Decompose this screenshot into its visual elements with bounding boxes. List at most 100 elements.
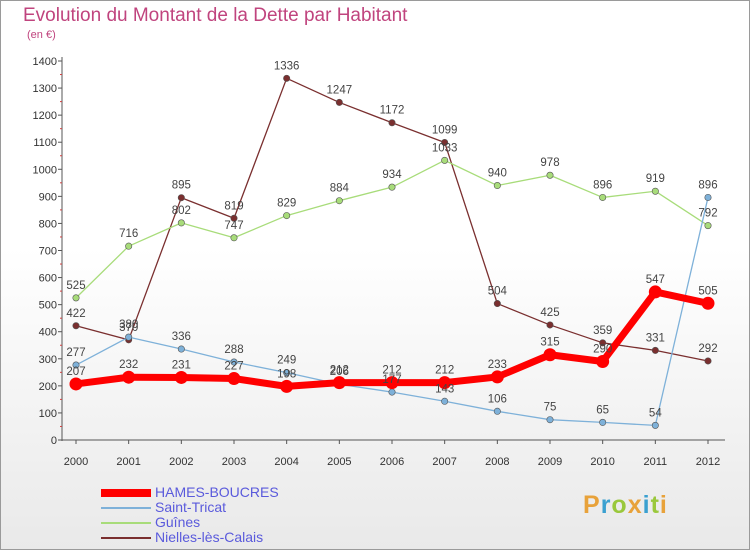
data-label: 212 (435, 365, 454, 377)
legend-swatch (101, 537, 151, 539)
data-point (177, 194, 185, 202)
data-point (493, 182, 501, 190)
data-point (651, 421, 659, 429)
data-label: 1247 (327, 84, 353, 96)
data-label: 198 (277, 368, 296, 380)
data-point (72, 294, 80, 302)
logo-letter: i (642, 491, 651, 519)
data-point (230, 358, 238, 366)
data-point (283, 74, 291, 82)
legend-label: Saint-Tricat (155, 499, 227, 515)
data-label: 212 (330, 365, 349, 377)
data-point (599, 418, 607, 426)
data-label: 425 (540, 307, 559, 319)
x-tick-label: 2008 (485, 456, 509, 468)
y-tick-label: 1400 (33, 56, 57, 68)
data-label: 315 (540, 337, 559, 349)
data-label: 331 (646, 332, 665, 344)
logo-letter: r (600, 491, 612, 519)
legend-item: Saint-Tricat (101, 499, 361, 516)
x-tick-label: 2009 (538, 456, 562, 468)
chart-title: Evolution du Montant de la Dette par Hab… (23, 5, 408, 26)
data-label: 232 (119, 359, 138, 371)
data-label: 1099 (432, 124, 458, 136)
x-tick-label: 2006 (380, 456, 404, 468)
y-tick-label: 1300 (33, 83, 57, 95)
x-tick-label: 2012 (696, 456, 720, 468)
y-tick-label: 700 (39, 246, 57, 258)
data-point (283, 369, 291, 377)
y-tick-label: 100 (39, 408, 57, 420)
data-label: 54 (649, 407, 662, 419)
y-tick-label: 600 (39, 273, 57, 285)
data-point (599, 193, 607, 201)
data-label: 829 (277, 198, 296, 210)
data-point (335, 197, 343, 205)
data-point (651, 346, 659, 354)
x-tick-label: 2010 (590, 456, 614, 468)
data-label: 525 (66, 280, 85, 292)
data-point (125, 242, 133, 250)
chart-unit: (en €) (27, 29, 56, 41)
y-tick-label: 1100 (33, 137, 57, 149)
data-label: 919 (646, 173, 665, 185)
data-point (596, 354, 610, 368)
data-label: 249 (277, 355, 296, 367)
legend-item: HAMES-BOUCRES (101, 484, 361, 501)
data-label: 212 (382, 365, 401, 377)
data-point (441, 138, 449, 146)
data-label: 884 (330, 183, 350, 195)
data-point (438, 376, 452, 390)
data-label: 207 (66, 366, 85, 378)
data-label: 233 (488, 359, 507, 371)
legend-label: HAMES-BOUCRES (155, 484, 279, 500)
data-label: 65 (596, 404, 609, 416)
data-label: 896 (593, 179, 612, 191)
x-tick-label: 2000 (64, 456, 88, 468)
data-point (546, 321, 554, 329)
data-point (72, 361, 80, 369)
data-label: 106 (488, 393, 507, 405)
data-label: 359 (593, 325, 612, 337)
data-label: 940 (488, 168, 507, 180)
data-point (335, 98, 343, 106)
data-point (704, 193, 712, 201)
legend-swatch (101, 522, 151, 524)
data-point (701, 296, 715, 310)
data-point (493, 300, 501, 308)
data-label: 292 (698, 343, 717, 355)
data-point (543, 348, 557, 362)
data-point (174, 370, 188, 384)
legend-item: Guînes (101, 514, 361, 531)
data-point (546, 171, 554, 179)
data-label: 504 (488, 286, 508, 298)
logo-letter: P (583, 491, 601, 519)
x-tick-label: 2001 (116, 456, 140, 468)
data-point (72, 322, 80, 330)
legend-label: Nielles-lès-Calais (155, 529, 264, 545)
y-tick-label: 1200 (33, 110, 57, 122)
data-label: 505 (698, 285, 717, 297)
data-label: 336 (172, 331, 191, 343)
data-label: 227 (224, 361, 243, 373)
y-tick-label: 1000 (33, 164, 57, 176)
data-point (490, 370, 504, 384)
logo-letter: x (627, 491, 643, 519)
data-point (227, 372, 241, 386)
data-label: 177 (382, 374, 401, 386)
y-tick-label: 500 (39, 300, 57, 312)
data-point (546, 416, 554, 424)
y-tick-label: 900 (39, 191, 57, 203)
x-tick-label: 2004 (274, 456, 298, 468)
data-point (599, 339, 607, 347)
data-label: 934 (382, 169, 402, 181)
data-point (441, 156, 449, 164)
x-tick-label: 2011 (644, 456, 668, 468)
data-point (177, 345, 185, 353)
x-tick-label: 2002 (169, 456, 193, 468)
logo-letter: t (650, 491, 660, 519)
data-label: 792 (698, 208, 717, 220)
data-label: 547 (646, 274, 665, 286)
